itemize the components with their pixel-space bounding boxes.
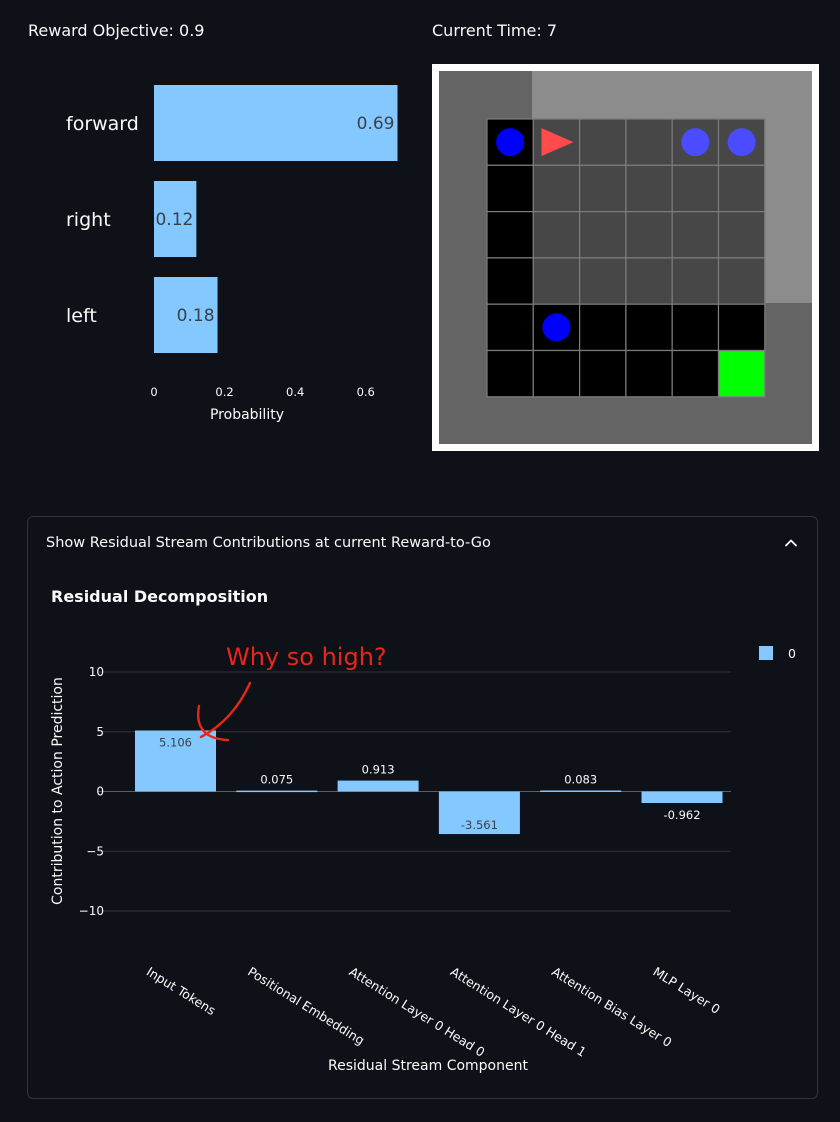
residual-y-axis-label: Contribution to Action Prediction xyxy=(50,677,66,905)
grid-cell-floor xyxy=(625,257,673,305)
grid-cell-floor xyxy=(717,164,766,213)
grid-cell-black xyxy=(579,303,627,352)
ball-icon xyxy=(727,128,756,157)
residual-expander: Show Residual Stream Contributions at cu… xyxy=(27,516,818,1099)
residual-value-label: 5.106 xyxy=(159,735,192,749)
residual-bar xyxy=(135,730,216,792)
grid-cell-floor xyxy=(671,164,720,213)
grid-cell-floor xyxy=(671,257,720,305)
ball-icon xyxy=(496,128,525,157)
prob-x-axis-label: Probability xyxy=(210,407,284,423)
residual-x-axis-label: Residual Stream Component xyxy=(328,1058,528,1074)
prob-category-label: right xyxy=(66,209,111,231)
grid-cell-floor xyxy=(532,164,581,213)
reward-objective-label: Reward Objective: 0.9 xyxy=(28,21,205,40)
residual-x-tick: Input Tokens xyxy=(144,964,218,1018)
grid-cell-goal xyxy=(717,349,766,398)
residual-bar xyxy=(540,790,622,793)
grid-cell-floor xyxy=(579,257,627,305)
grid-cell-floor xyxy=(532,257,581,305)
grid-cell-black xyxy=(486,349,534,398)
prob-x-tick: 0 xyxy=(150,385,157,399)
residual-value-label: 0.913 xyxy=(362,763,395,777)
grid-cell-black xyxy=(671,303,720,352)
agent-arrow-icon xyxy=(541,128,574,157)
prob-bar-forward xyxy=(154,85,398,161)
annotation-text: Why so high? xyxy=(226,643,387,671)
grid-cell-floor xyxy=(579,118,627,166)
residual-y-tick: 0 xyxy=(96,785,104,799)
grid-cell-floor xyxy=(625,164,673,213)
gridworld-view xyxy=(432,64,819,451)
residual-value-label: -0.962 xyxy=(663,808,700,822)
grid-cell-black xyxy=(486,257,534,305)
grid-cell-black xyxy=(625,349,673,398)
ball-icon xyxy=(681,128,710,157)
residual-value-label: -3.561 xyxy=(461,818,498,832)
grid-cell-floor xyxy=(532,211,581,259)
residual-decomposition-title: Residual Decomposition xyxy=(51,587,269,606)
residual-bar xyxy=(438,791,520,835)
prob-bar-left xyxy=(154,277,218,353)
grid-cell-black xyxy=(717,303,766,352)
action-probability-chart: forward 0.69 right 0.12 left 0.18 0 0.2 0.4 0.6 Pr… xyxy=(66,85,398,423)
grid-cell-floor xyxy=(579,164,627,213)
residual-y-tick: −5 xyxy=(86,844,104,858)
grid-cell-floor xyxy=(579,211,627,259)
expander-header[interactable]: Show Residual Stream Contributions at cu… xyxy=(28,517,817,569)
prob-category-label: left xyxy=(66,305,97,327)
prob-bar-right xyxy=(154,181,197,257)
grid-cell-floor xyxy=(625,118,673,166)
legend-swatch xyxy=(759,646,773,660)
grid-cell-black xyxy=(486,211,534,259)
residual-x-tick: MLP Layer 0 xyxy=(650,964,722,1017)
residual-value-label: 0.083 xyxy=(564,773,597,787)
grid-cell-black xyxy=(486,303,534,352)
prob-x-tick: 0.6 xyxy=(357,385,375,399)
grid-cell-floor xyxy=(717,211,766,259)
prob-category-label: forward xyxy=(66,113,139,135)
current-time-label: Current Time: 7 xyxy=(432,21,557,40)
grid-cell-floor xyxy=(625,211,673,259)
prob-x-tick: 0.4 xyxy=(286,385,304,399)
residual-bar xyxy=(337,780,419,792)
residual-bar xyxy=(236,790,318,793)
residual-bar xyxy=(641,791,723,803)
ball-icon xyxy=(542,313,571,342)
residual-y-tick: 5 xyxy=(96,725,104,739)
expander-title: Show Residual Stream Contributions at cu… xyxy=(46,535,491,551)
grid-cell-floor xyxy=(717,257,766,305)
prob-x-tick: 0.2 xyxy=(215,385,233,399)
grid-cell-black xyxy=(579,349,627,398)
prob-value-label: 0.12 xyxy=(155,210,193,230)
residual-y-tick: −10 xyxy=(79,904,104,918)
chevron-up-icon[interactable] xyxy=(783,535,799,551)
annotation-arrow xyxy=(197,681,252,742)
residual-value-label: 0.075 xyxy=(260,773,293,787)
grid-cell-black xyxy=(486,164,534,213)
grid-cell-black xyxy=(671,349,720,398)
gridworld-canvas xyxy=(439,71,812,444)
prob-value-label: 0.69 xyxy=(357,114,395,134)
legend-label: 0 xyxy=(788,646,796,661)
grid-cell-black xyxy=(625,303,673,352)
residual-y-tick: 10 xyxy=(89,665,104,679)
grid-cell-floor xyxy=(671,211,720,259)
prob-value-label: 0.18 xyxy=(177,306,215,326)
grid-cell-black xyxy=(532,349,581,398)
